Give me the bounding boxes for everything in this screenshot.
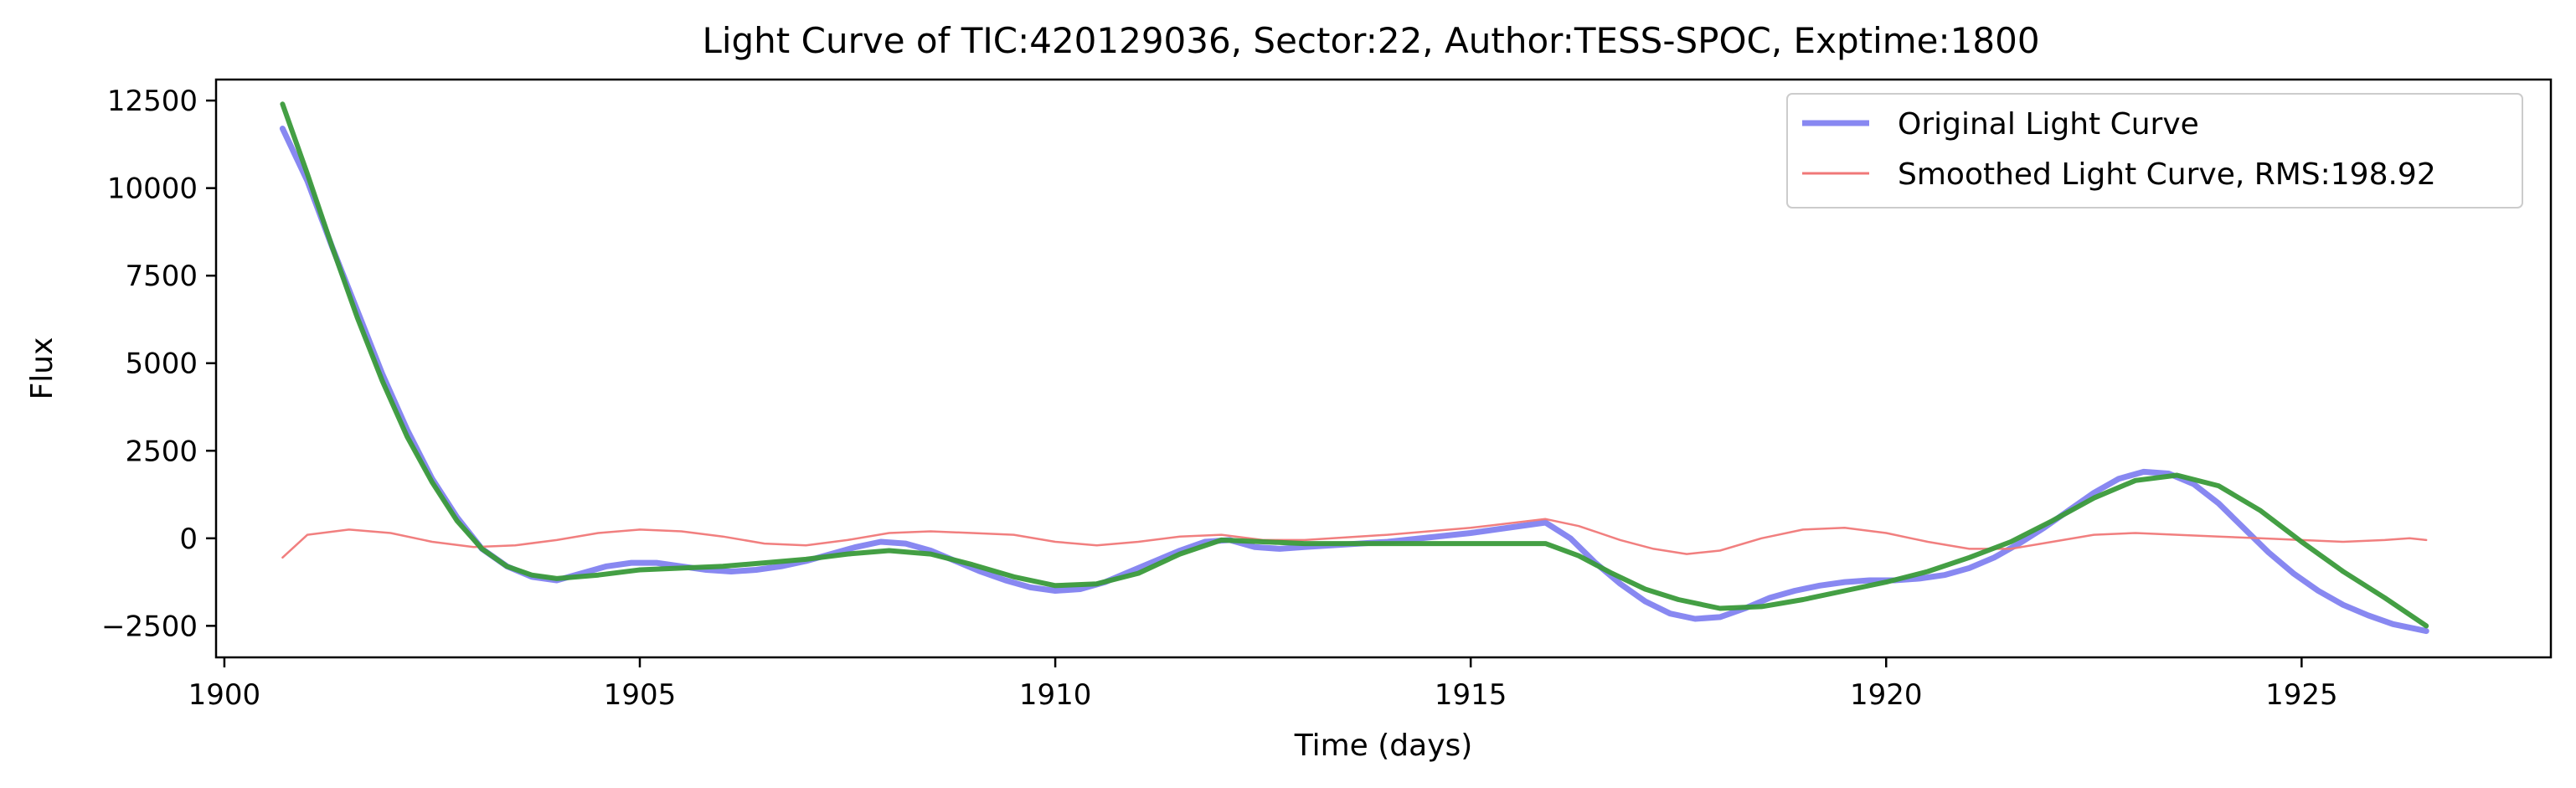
x-tick-label: 1905 <box>604 678 677 712</box>
legend-label-original: Original Light Curve <box>1898 107 2199 142</box>
y-tick-label: 12500 <box>107 85 198 118</box>
x-axis: 1900 1905 1910 1915 1920 1925 <box>188 657 2338 712</box>
x-tick-label: 1920 <box>1850 678 1923 712</box>
series-original-line <box>279 126 2429 635</box>
x-tick-label: 1900 <box>188 678 261 712</box>
series-layer <box>279 101 2429 635</box>
chart-title: Light Curve of TIC:420129036, Sector:22,… <box>702 20 2039 61</box>
y-tick-label: 5000 <box>125 348 198 381</box>
y-axis: −2500 0 2500 5000 7500 10000 12500 <box>101 85 216 643</box>
x-axis-label: Time (days) <box>1294 729 1473 763</box>
x-tick-label: 1915 <box>1435 678 1507 712</box>
series-fit-line <box>280 101 2429 629</box>
plot-frame <box>214 78 2553 659</box>
plot-area <box>214 78 2553 659</box>
y-tick-label: 7500 <box>125 260 198 293</box>
x-tick-label: 1925 <box>2265 678 2338 712</box>
x-tick-label: 1910 <box>1019 678 1092 712</box>
legend-box <box>1786 93 2523 209</box>
y-tick-label: −2500 <box>101 610 198 643</box>
y-tick-label: 0 <box>179 523 198 556</box>
series-smoothed-line <box>281 518 2428 559</box>
legend-label-smoothed: Smoothed Light Curve, RMS:198.92 <box>1898 157 2436 192</box>
y-tick-label: 2500 <box>125 435 198 468</box>
y-tick-label: 10000 <box>107 173 198 206</box>
legend: Original Light Curve Smoothed Light Curv… <box>1786 93 2523 209</box>
y-axis-label: Flux <box>25 337 59 400</box>
